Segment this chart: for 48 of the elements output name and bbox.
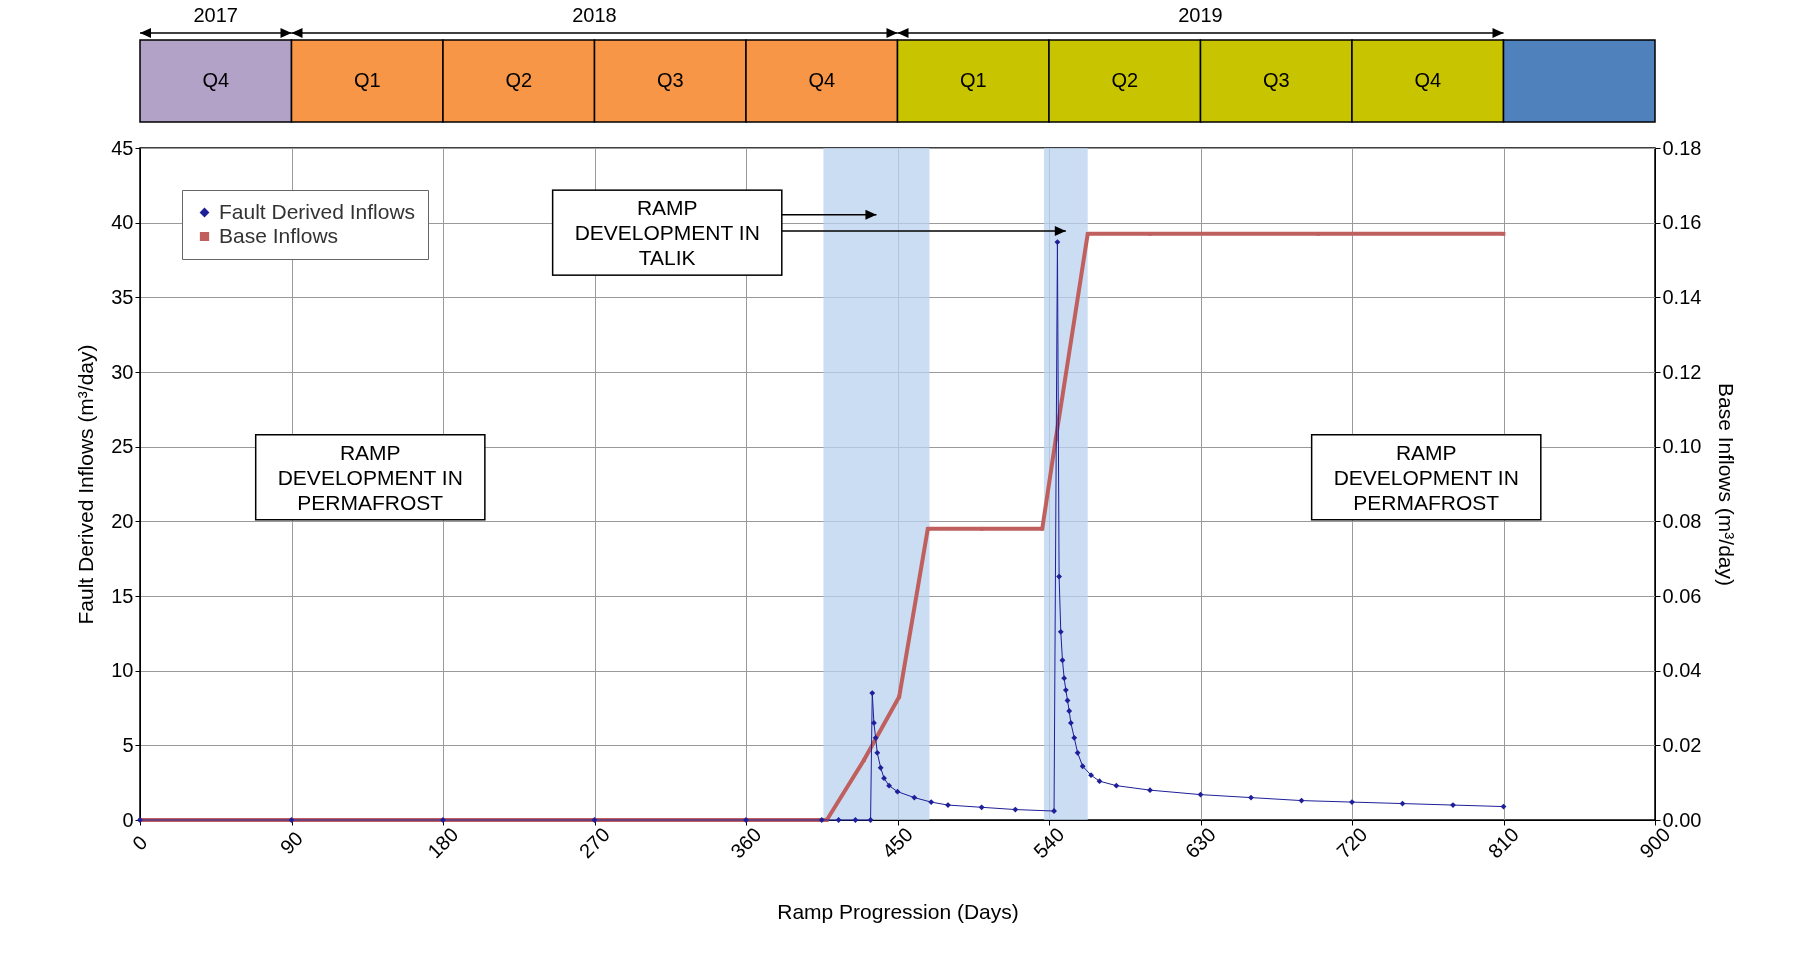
y2-tick-label: 0.10: [1662, 435, 1702, 458]
y2-tick-label: 0.02: [1662, 733, 1702, 756]
x-tick-label: 630: [1180, 823, 1220, 863]
y-tick-label: 5: [122, 733, 134, 756]
y2-tick-label: 0.04: [1662, 659, 1702, 682]
annotation: RAMP DEVELOPMENT IN PERMAFROST: [277, 440, 463, 514]
series-label: Q4: [1414, 69, 1442, 91]
y-tick-label: 10: [111, 659, 134, 682]
series-label: Q1: [959, 69, 987, 91]
y-tick-label: 40: [111, 211, 134, 234]
annotation: RAMP DEVELOPMENT IN PERMAFROST: [1333, 440, 1519, 514]
x-tick-label: 360: [726, 823, 766, 863]
x-tick-label: 540: [1029, 823, 1069, 863]
y-tick-label: 30: [111, 360, 134, 383]
text: 2018: [572, 4, 617, 26]
x-tick-label: 450: [877, 823, 917, 863]
y2-tick-label: 0.06: [1662, 584, 1702, 607]
y-tick-label: 45: [111, 136, 134, 159]
text: 2017: [193, 4, 238, 26]
x-tick-label: 270: [574, 823, 614, 863]
y2-axis-title: Base Inflows (m³/day): [1715, 382, 1739, 587]
y2-tick-label: 0.08: [1662, 509, 1702, 532]
y-tick-label: 0: [122, 808, 134, 831]
series-label: Q4: [202, 69, 230, 91]
y2-tick-label: 0.16: [1662, 211, 1702, 234]
legend-label: Base Inflows: [219, 223, 339, 247]
y-axis-title: Fault Derived Inflows (m³/day): [74, 344, 98, 625]
y-tick-label: 20: [111, 509, 134, 532]
text: 2019: [1178, 4, 1223, 26]
legend-label: Fault Derived Inflows: [219, 199, 416, 223]
y2-tick-label: 0.12: [1662, 360, 1702, 383]
y-tick-label: 35: [111, 285, 134, 308]
y-tick-label: 15: [111, 584, 134, 607]
series-label: Q2: [1111, 69, 1139, 91]
series-label: Q3: [656, 69, 684, 91]
x-tick-label: 720: [1332, 823, 1372, 863]
x-axis-title: Ramp Progression (Days): [777, 900, 1019, 924]
series-label: Q2: [505, 69, 533, 91]
annotation: RAMP DEVELOPMENT IN TALIK: [574, 196, 760, 270]
series-label: Q4: [808, 69, 836, 91]
series-label: Q3: [1262, 69, 1290, 91]
y-tick-label: 25: [111, 435, 134, 458]
series-label: Q1: [353, 69, 381, 91]
x-tick-label: 810: [1483, 823, 1523, 863]
y2-tick-label: 0.18: [1662, 136, 1702, 159]
y2-tick-label: 0.14: [1662, 285, 1702, 308]
x-tick-label: 180: [423, 823, 463, 863]
x-tick-label: 90: [275, 827, 307, 859]
